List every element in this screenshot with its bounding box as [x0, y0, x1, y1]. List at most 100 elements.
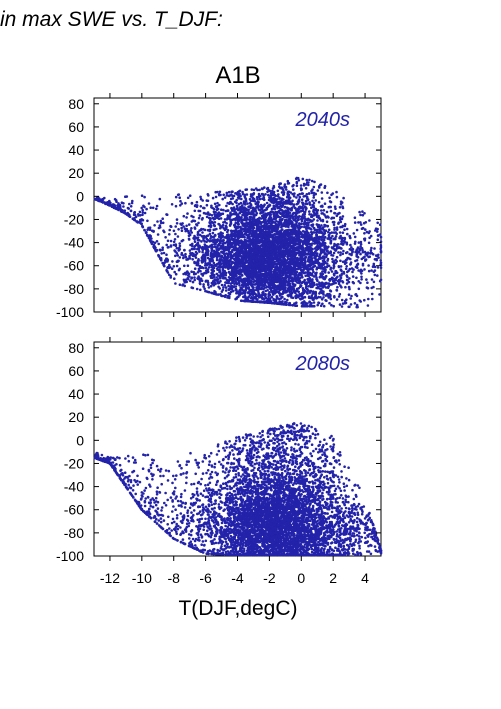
- data-point: [263, 286, 266, 290]
- data-point: [344, 285, 347, 289]
- data-point: [355, 276, 358, 280]
- data-point: [310, 260, 314, 263]
- data-point: [241, 190, 244, 194]
- data-point: [312, 201, 316, 205]
- data-point: [216, 207, 220, 211]
- data-point: [143, 211, 147, 215]
- data-point: [189, 279, 192, 283]
- data-point: [306, 248, 310, 252]
- data-point: [127, 207, 130, 210]
- data-point: [312, 208, 315, 212]
- data-point: [215, 262, 219, 266]
- data-point: [198, 264, 202, 268]
- data-point: [346, 232, 349, 236]
- data-point: [238, 293, 241, 296]
- data-point: [291, 215, 295, 219]
- data-point: [187, 223, 191, 226]
- data-point: [312, 226, 316, 230]
- data-point: [243, 232, 246, 236]
- data-point: [222, 208, 225, 212]
- data-point: [168, 228, 171, 232]
- data-point: [292, 262, 296, 266]
- data-point: [310, 302, 313, 305]
- data-point: [347, 293, 351, 297]
- data-point: [157, 242, 160, 246]
- data-point: [289, 249, 292, 253]
- data-point: [320, 264, 324, 267]
- data-point: [233, 223, 237, 227]
- data-point: [298, 259, 302, 262]
- data-point: [359, 213, 362, 217]
- data-point: [353, 221, 357, 224]
- data-point: [174, 232, 177, 236]
- data-point: [379, 243, 383, 247]
- data-point: [183, 264, 186, 268]
- data-point: [353, 242, 357, 245]
- data-point: [253, 199, 257, 203]
- data-point: [366, 251, 370, 254]
- data-point: [341, 224, 345, 228]
- data-point: [374, 227, 378, 230]
- data-point: [226, 294, 230, 298]
- data-point: [207, 224, 211, 228]
- data-point: [316, 285, 320, 289]
- data-point: [241, 213, 244, 217]
- data-point: [303, 212, 307, 216]
- data-point: [339, 259, 342, 263]
- data-point: [176, 235, 180, 238]
- data-point: [359, 240, 363, 244]
- data-point: [205, 249, 208, 253]
- data-point: [165, 243, 168, 247]
- data-point: [195, 223, 199, 227]
- data-point: [215, 272, 219, 276]
- data-point: [270, 191, 273, 195]
- data-point: [223, 283, 227, 287]
- data-point: [369, 234, 373, 238]
- data-point: [355, 228, 359, 232]
- data-point: [190, 227, 193, 230]
- data-point: [359, 281, 362, 285]
- data-point: [295, 208, 298, 212]
- data-point: [226, 230, 229, 234]
- data-point: [174, 254, 177, 258]
- data-point: [332, 304, 336, 308]
- data-point: [246, 236, 250, 239]
- data-point: [177, 193, 181, 196]
- data-point: [244, 200, 247, 203]
- data-point: [187, 238, 191, 241]
- data-point: [201, 231, 204, 234]
- data-point: [172, 229, 176, 233]
- data-point: [340, 305, 344, 308]
- data-point: [317, 214, 320, 218]
- data-point: [116, 206, 119, 210]
- data-point: [247, 208, 250, 212]
- data-point: [244, 188, 247, 191]
- data-point: [284, 199, 288, 203]
- data-point: [361, 250, 365, 254]
- data-point: [379, 259, 383, 262]
- data-point: [275, 295, 279, 298]
- data-point: [358, 210, 361, 214]
- data-point: [376, 221, 380, 225]
- data-point: [207, 266, 211, 269]
- data-point: [264, 257, 267, 261]
- data-point: [331, 254, 335, 257]
- data-point: [133, 211, 136, 214]
- data-point: [216, 190, 219, 194]
- data-point: [204, 212, 207, 215]
- data-point: [216, 201, 219, 205]
- data-point: [292, 211, 295, 215]
- data-point: [165, 253, 168, 256]
- data-point: [331, 234, 334, 238]
- data-point: [329, 209, 333, 213]
- data-point: [273, 233, 276, 236]
- data-point: [293, 192, 296, 195]
- data-point: [215, 227, 218, 231]
- data-point: [371, 297, 374, 301]
- data-point: [205, 246, 208, 250]
- data-point: [306, 292, 309, 295]
- data-point: [262, 245, 266, 248]
- data-point: [190, 270, 193, 274]
- data-point: [307, 231, 310, 235]
- data-point: [286, 216, 289, 219]
